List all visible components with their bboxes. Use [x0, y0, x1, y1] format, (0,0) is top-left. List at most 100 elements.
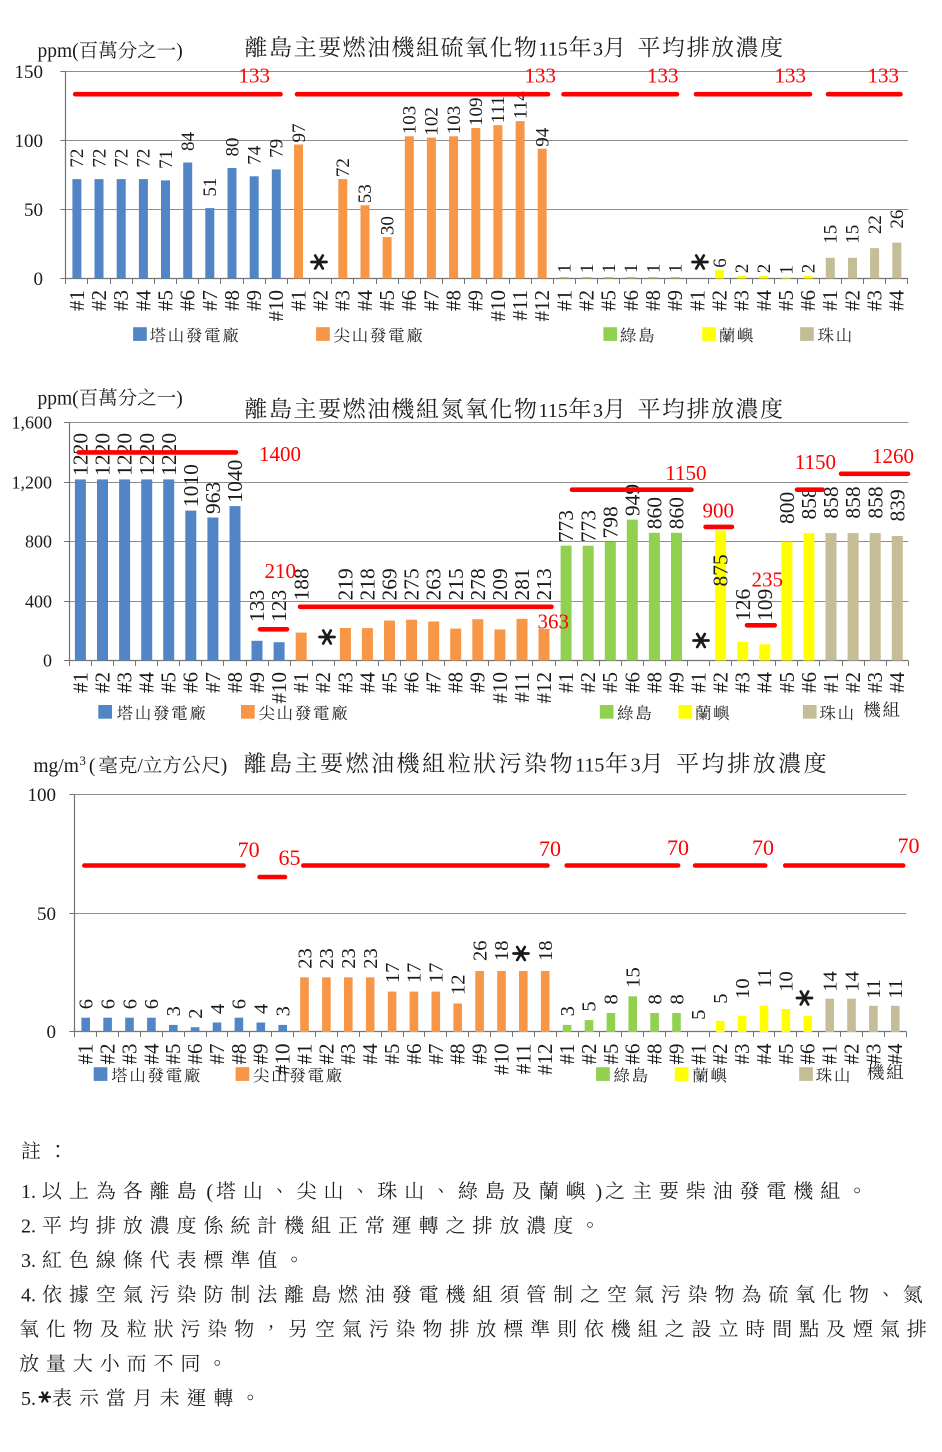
- svg-text:#6: #6: [400, 672, 424, 693]
- svg-text:#5: #5: [157, 672, 181, 693]
- svg-text:72: 72: [134, 149, 155, 168]
- svg-text:#6: #6: [176, 290, 200, 311]
- svg-text:860: 860: [643, 497, 667, 529]
- svg-text:150: 150: [15, 62, 44, 83]
- svg-text:#3: #3: [861, 1044, 885, 1065]
- svg-text:4: 4: [251, 1004, 273, 1014]
- svg-text:275: 275: [400, 568, 424, 600]
- svg-text:26: 26: [887, 210, 908, 229]
- svg-text:11: 11: [885, 979, 907, 999]
- svg-text:133: 133: [775, 64, 807, 88]
- svg-text:278: 278: [466, 568, 490, 600]
- svg-text:875: 875: [709, 554, 733, 586]
- svg-text:773: 773: [554, 510, 578, 542]
- svg-text:839: 839: [885, 489, 909, 521]
- svg-text:798: 798: [598, 506, 622, 538]
- svg-text:#6: #6: [397, 290, 421, 311]
- svg-text:#3: #3: [863, 290, 887, 311]
- svg-text:#2: #2: [708, 1044, 732, 1065]
- svg-text:858: 858: [863, 486, 887, 518]
- svg-text:72: 72: [333, 158, 354, 177]
- svg-text:188: 188: [289, 568, 313, 600]
- svg-text:1.: 1.: [21, 1181, 36, 1203]
- svg-text:#6: #6: [796, 290, 820, 311]
- svg-text:50: 50: [24, 200, 43, 221]
- svg-text:103: 103: [444, 106, 465, 135]
- svg-text:3: 3: [593, 400, 603, 422]
- svg-text:#4: #4: [752, 1043, 776, 1065]
- svg-text:#5: #5: [380, 1044, 404, 1065]
- svg-text:4: 4: [207, 1004, 229, 1014]
- svg-text:963: 963: [201, 482, 225, 514]
- svg-text:6: 6: [710, 258, 731, 268]
- svg-text:#5: #5: [161, 1044, 185, 1065]
- svg-text:1010: 1010: [179, 464, 203, 507]
- svg-text:#2: #2: [87, 290, 111, 311]
- svg-text:#9: #9: [466, 672, 490, 693]
- svg-text:#4: #4: [358, 1043, 382, 1065]
- svg-text:#9: #9: [249, 1044, 273, 1065]
- svg-text:109: 109: [753, 589, 777, 621]
- svg-text:26: 26: [469, 941, 491, 962]
- svg-text:133: 133: [525, 64, 557, 88]
- svg-text:133: 133: [868, 64, 900, 88]
- svg-text:6: 6: [97, 999, 119, 1009]
- svg-text:70: 70: [898, 833, 920, 858]
- svg-text:219: 219: [333, 568, 357, 600]
- svg-text:1150: 1150: [795, 450, 836, 474]
- svg-text:#4: #4: [752, 290, 776, 312]
- svg-text:2: 2: [185, 1008, 207, 1018]
- svg-text:0: 0: [43, 650, 52, 670]
- svg-text:100: 100: [28, 785, 57, 806]
- svg-text:6: 6: [229, 999, 251, 1009]
- svg-text:#1: #1: [286, 290, 310, 311]
- svg-text:4.: 4.: [21, 1285, 36, 1307]
- svg-text:15: 15: [623, 967, 645, 988]
- svg-text:#9: #9: [663, 290, 687, 311]
- svg-text:#2: #2: [841, 672, 865, 693]
- svg-text:#4: #4: [355, 672, 379, 694]
- svg-text:#8: #8: [220, 290, 244, 311]
- svg-text:10: 10: [732, 978, 754, 999]
- svg-text:23: 23: [294, 948, 316, 969]
- svg-text:900: 900: [703, 498, 735, 522]
- svg-text:): ): [176, 41, 183, 62]
- svg-text:1040: 1040: [223, 460, 247, 503]
- svg-text:#4: #4: [883, 1043, 907, 1065]
- svg-text:30: 30: [377, 216, 398, 235]
- svg-text:5: 5: [579, 1001, 601, 1011]
- svg-text:#1: #1: [555, 1044, 579, 1065]
- svg-text:2: 2: [754, 264, 775, 274]
- svg-text:#6: #6: [402, 1044, 426, 1065]
- svg-text:213: 213: [532, 568, 556, 600]
- svg-text:#9: #9: [664, 672, 688, 693]
- svg-text:#2: #2: [311, 672, 335, 693]
- svg-text:#6: #6: [797, 672, 821, 693]
- svg-text:72: 72: [67, 149, 88, 168]
- svg-text:#3: #3: [331, 290, 355, 311]
- svg-text:#3: #3: [730, 290, 754, 311]
- svg-text:209: 209: [488, 568, 512, 600]
- svg-text:#6: #6: [619, 290, 643, 311]
- svg-text:70: 70: [752, 835, 774, 860]
- svg-text:11: 11: [863, 979, 885, 999]
- svg-text:#1: #1: [65, 290, 89, 311]
- svg-text:1: 1: [599, 264, 620, 274]
- svg-text:50: 50: [37, 904, 56, 925]
- svg-text:6: 6: [141, 999, 163, 1009]
- svg-text:#2: #2: [577, 1044, 601, 1065]
- svg-text:#6: #6: [183, 1044, 207, 1065]
- svg-text:#3: #3: [117, 1044, 141, 1065]
- svg-text:18: 18: [491, 941, 513, 962]
- svg-text:1: 1: [666, 264, 687, 274]
- svg-text:126: 126: [731, 589, 755, 622]
- svg-text:#1: #1: [289, 672, 313, 693]
- svg-text:3: 3: [79, 753, 86, 768]
- svg-text:#2: #2: [314, 1044, 338, 1065]
- svg-text:115: 115: [575, 755, 604, 777]
- svg-text:): ): [221, 756, 228, 777]
- svg-text:#10: #10: [488, 672, 512, 704]
- svg-text:70: 70: [238, 837, 260, 862]
- svg-text:11: 11: [754, 968, 776, 988]
- svg-text:18: 18: [535, 941, 557, 962]
